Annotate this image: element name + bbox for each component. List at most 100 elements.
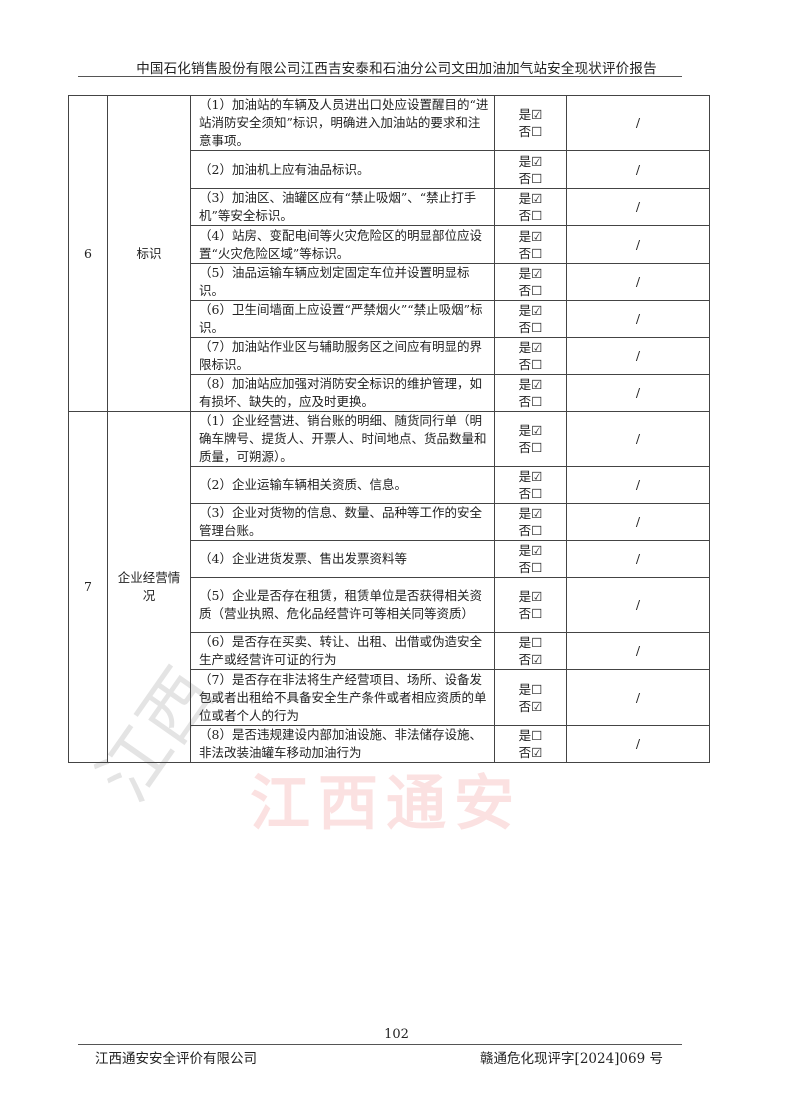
no-checkbox[interactable]: 否☐ (518, 560, 543, 575)
section-number: 6 (68, 95, 108, 412)
no-checkbox[interactable]: 否☐ (518, 283, 543, 298)
footer-divider (78, 1044, 682, 1045)
yes-checkbox[interactable]: 是☑ (518, 377, 543, 392)
yes-no-cell: 是☐ 否☑ (494, 725, 567, 763)
remark-cell: / (566, 466, 710, 504)
yes-checkbox[interactable]: 是☑ (518, 543, 543, 558)
item-text: （7）是否存在非法将生产经营项目、场所、设备发包或者出租给不具备安全生产条件或者… (190, 669, 495, 726)
remark-cell: / (566, 95, 710, 151)
item-text: （2）企业运输车辆相关资质、信息。 (190, 466, 495, 504)
section-name: 企业经营情况 (107, 411, 191, 763)
no-checkbox[interactable]: 否☐ (518, 124, 543, 139)
yes-no-cell: 是☑ 否☐ (494, 263, 567, 301)
remark-cell: / (566, 374, 710, 412)
item-text: （1）企业经营进、销台账的明细、随货同行单（明确车牌号、提货人、开票人、时间地点… (190, 411, 495, 467)
no-checkbox[interactable]: 否☐ (518, 208, 543, 223)
yes-checkbox[interactable]: 是☑ (518, 228, 543, 244)
remark-cell: / (566, 411, 710, 467)
remark-cell: / (566, 188, 710, 226)
yes-checkbox[interactable]: 是☐ (518, 635, 543, 650)
yes-no-cell: 是☑ 否☐ (494, 503, 567, 541)
yes-no-cell: 是☑ 否☐ (494, 300, 567, 338)
yes-no-cell: 是☑ 否☐ (494, 150, 567, 189)
yes-checkbox[interactable]: 是☑ (518, 153, 543, 169)
no-checkbox[interactable]: 否☑ (518, 652, 543, 667)
remark-cell: / (566, 150, 710, 189)
table-row: （6）是否存在买卖、转让、出租、出借或伪造安全生产或经营许可证的行为 是☐ 否☑ / (69, 632, 710, 670)
yes-no-cell: 是☑ 否☐ (494, 95, 567, 151)
no-checkbox[interactable]: 否☐ (518, 245, 543, 261)
yes-checkbox[interactable]: 是☑ (518, 423, 543, 438)
remark-cell: / (566, 540, 710, 578)
yes-no-cell: 是☑ 否☐ (494, 466, 567, 504)
item-text: （8）加油站应加强对消防安全标识的维护管理，如有损坏、缺失的，应及时更换。 (190, 374, 495, 412)
yes-no-cell: 是☐ 否☑ (494, 669, 567, 726)
table-row: （5）企业是否存在租赁，租赁单位是否获得相关资质（营业执照、危化品经营许可等相关… (69, 577, 710, 633)
section-number: 7 (68, 411, 108, 763)
item-text: （1）加油站的车辆及人员进出口处应设置醒目的“进站消防安全须知”标识，明确进入加… (190, 95, 495, 151)
table-row: （5）油品运输车辆应划定固定车位并设置明显标识。 是☑ 否☐ / (69, 263, 710, 301)
table-row: （4）企业进货发票、售出发票资料等 是☑ 否☐ / (69, 540, 710, 578)
watermark: 江西通安 (250, 769, 522, 839)
item-text: （7）加油站作业区与辅助服务区之间应有明显的界限标识。 (190, 337, 495, 375)
no-checkbox[interactable]: 否☐ (518, 440, 543, 455)
yes-no-cell: 是☑ 否☐ (494, 188, 567, 226)
table-row: （6）卫生间墙面上应设置“严禁烟火”“禁止吸烟”标识。 是☑ 否☐ / (69, 300, 710, 338)
yes-checkbox[interactable]: 是☐ (518, 681, 543, 697)
item-text: （3）企业对货物的信息、数量、品种等工作的安全管理台账。 (190, 503, 495, 541)
item-text: （5）企业是否存在租赁，租赁单位是否获得相关资质（营业执照、危化品经营许可等相关… (190, 577, 495, 633)
yes-checkbox[interactable]: 是☑ (518, 303, 543, 318)
item-text: （2）加油机上应有油品标识。 (190, 150, 495, 189)
yes-checkbox[interactable]: 是☑ (518, 191, 543, 206)
no-checkbox[interactable]: 否☐ (518, 170, 543, 186)
no-checkbox[interactable]: 否☐ (518, 357, 543, 372)
remark-cell: / (566, 577, 710, 633)
item-text: （4）企业进货发票、售出发票资料等 (190, 540, 495, 578)
remark-cell: / (566, 225, 710, 264)
no-checkbox[interactable]: 否☐ (518, 606, 543, 621)
yes-checkbox[interactable]: 是☑ (518, 469, 543, 484)
table-row: （4）站房、变配电间等火灾危险区的明显部位应设置“火灾危险区域”等标识。 是☑ 否☐… (69, 225, 710, 264)
no-checkbox[interactable]: 否☐ (518, 523, 543, 538)
item-text: （8）是否违规建设内部加油设施、非法储存设施、非法改装油罐车移动加油行为 (190, 725, 495, 763)
table-row: （3）企业对货物的信息、数量、品种等工作的安全管理台账。 是☑ 否☐ / (69, 503, 710, 541)
remark-cell: / (566, 632, 710, 670)
page-number: 102 (384, 1027, 409, 1042)
inspection-table: 6 标识 （1）加油站的车辆及人员进出口处应设置醒目的“进站消防安全须知”标识，明确… (68, 95, 710, 763)
yes-no-cell: 是☐ 否☑ (494, 632, 567, 670)
yes-checkbox[interactable]: 是☑ (518, 340, 543, 355)
table-row: 6 标识 （1）加油站的车辆及人员进出口处应设置醒目的“进站消防安全须知”标识，明确… (68, 95, 710, 412)
item-text: （6）卫生间墙面上应设置“严禁烟火”“禁止吸烟”标识。 (190, 300, 495, 338)
yes-checkbox[interactable]: 是☑ (518, 589, 543, 604)
yes-checkbox[interactable]: 是☑ (518, 506, 543, 521)
item-text: （3）加油区、油罐区应有“禁止吸烟”、“禁止打手机”等安全标识。 (190, 188, 495, 226)
page-header-title: 中国石化销售股份有限公司江西吉安泰和石油分公司文田加油加气站安全现状评价报告 (136, 61, 657, 77)
no-checkbox[interactable]: 否☐ (518, 394, 543, 409)
no-checkbox[interactable]: 否☐ (518, 486, 543, 501)
yes-no-cell: 是☑ 否☐ (494, 411, 567, 467)
yes-no-cell: 是☑ 否☐ (494, 225, 567, 264)
yes-checkbox[interactable]: 是☐ (518, 728, 543, 743)
item-text: （5）油品运输车辆应划定固定车位并设置明显标识。 (190, 263, 495, 301)
header-divider (78, 76, 682, 77)
remark-cell: / (566, 669, 710, 726)
yes-checkbox[interactable]: 是☑ (518, 107, 543, 122)
no-checkbox[interactable]: 否☐ (518, 320, 543, 335)
remark-cell: / (566, 337, 710, 375)
item-text: （6）是否存在买卖、转让、出租、出借或伪造安全生产或经营许可证的行为 (190, 632, 495, 670)
remark-cell: / (566, 300, 710, 338)
table-row: （7）加油站作业区与辅助服务区之间应有明显的界限标识。 是☑ 否☐ / (69, 337, 710, 375)
footer-company: 江西通安安全评价有限公司 (95, 1051, 257, 1067)
no-checkbox[interactable]: 否☑ (518, 745, 543, 760)
section-name: 标识 (107, 95, 191, 412)
footer-doc-number: 赣通危化现评字[2024]069 号 (480, 1051, 663, 1067)
yes-checkbox[interactable]: 是☑ (518, 266, 543, 281)
yes-no-cell: 是☑ 否☐ (494, 540, 567, 578)
table-row: （3）加油区、油罐区应有“禁止吸烟”、“禁止打手机”等安全标识。 是☑ 否☐ / (69, 188, 710, 226)
table-row: 7 企业经营情况 （1）企业经营进、销台账的明细、随货同行单（明确车牌号、提货人、开… (68, 411, 710, 763)
yes-no-cell: 是☑ 否☐ (494, 337, 567, 375)
no-checkbox[interactable]: 否☑ (518, 698, 543, 714)
remark-cell: / (566, 725, 710, 763)
item-text: （4）站房、变配电间等火灾危险区的明显部位应设置“火灾危险区域”等标识。 (190, 225, 495, 264)
